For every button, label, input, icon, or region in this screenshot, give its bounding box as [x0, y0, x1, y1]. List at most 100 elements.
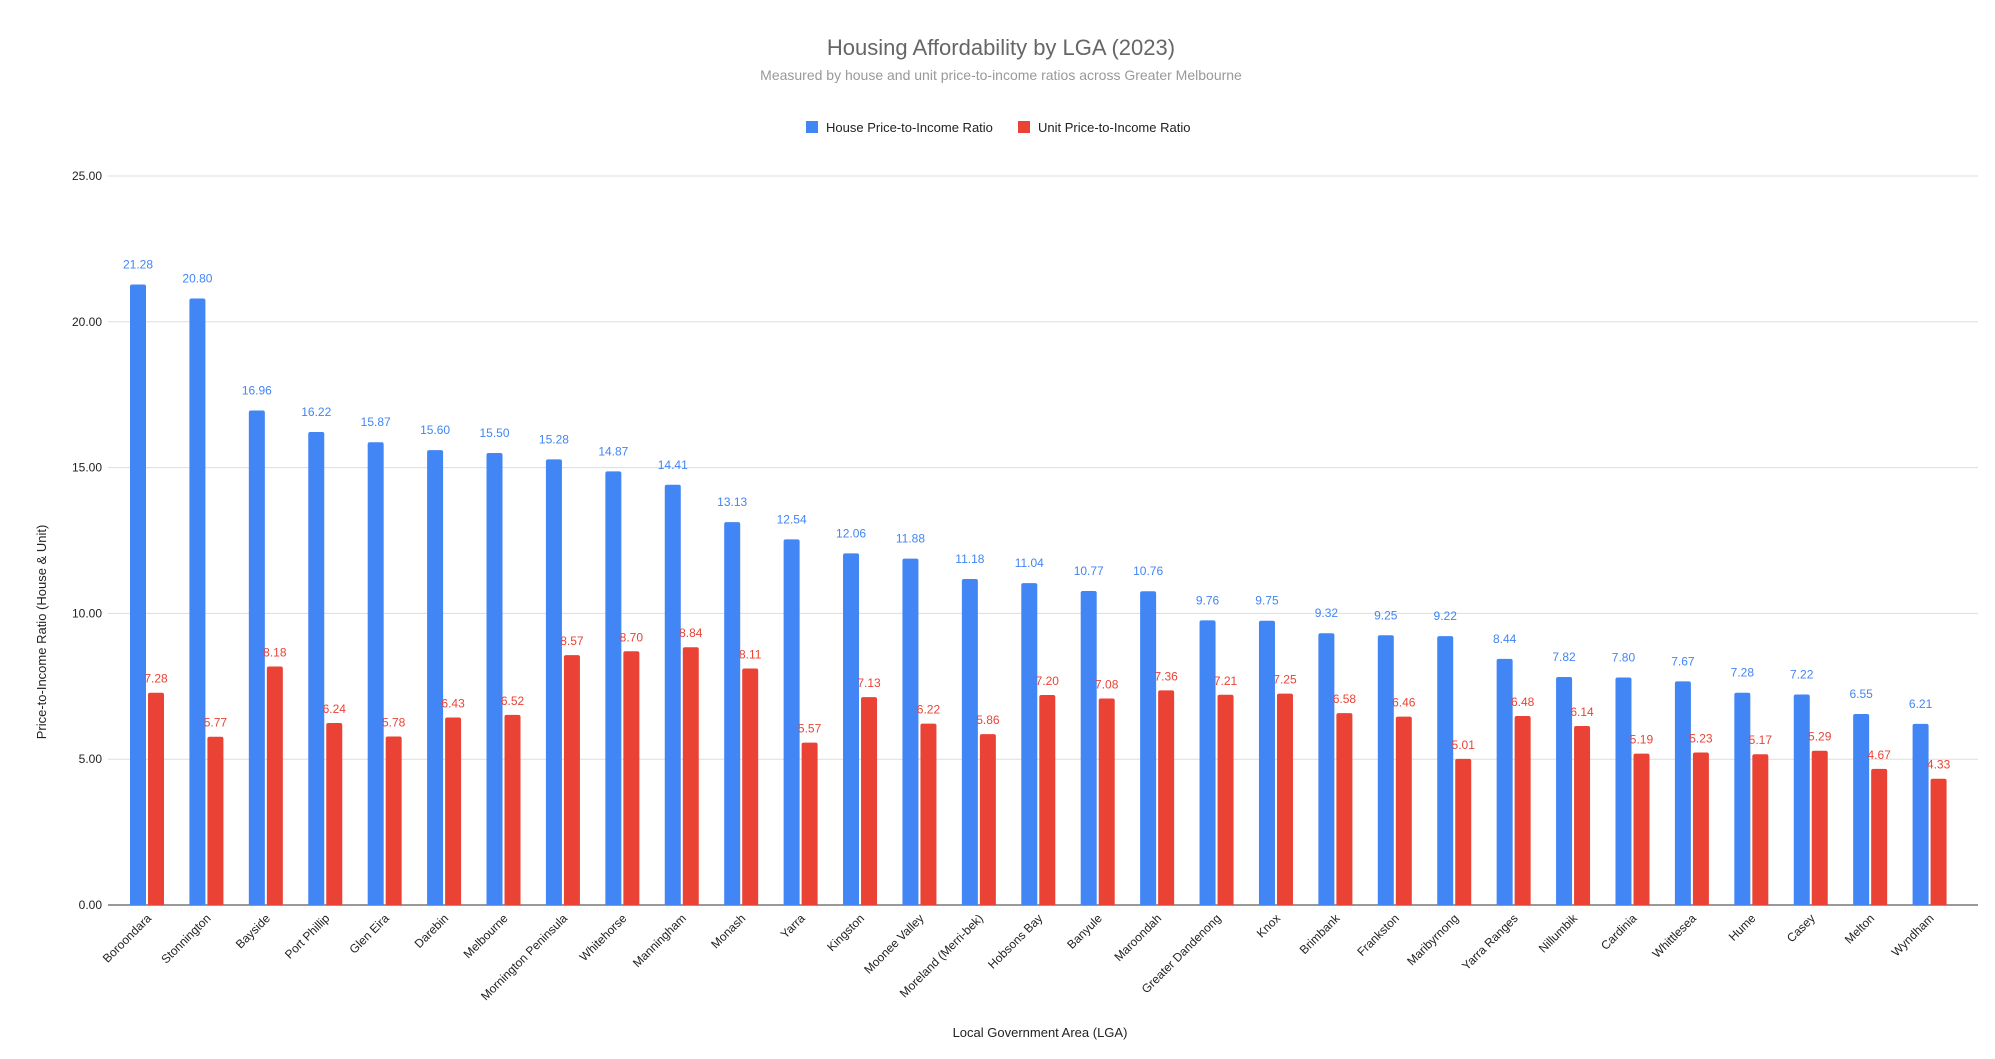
- bar-house: [1199, 620, 1216, 905]
- data-labels: 21.28 7.28 20.80 5.77 16.96 8.18 16.22 6.24 15.8…: [123, 257, 1951, 771]
- bar-unit: [979, 734, 996, 905]
- data-label-house: 6.21: [1909, 697, 1933, 711]
- x-tick-label: Maroondah: [1111, 911, 1164, 964]
- bar-unit: [1930, 778, 1947, 905]
- data-label-house: 10.77: [1074, 564, 1104, 578]
- data-label-unit: 7.28: [144, 672, 168, 686]
- data-label-house: 15.28: [539, 432, 569, 446]
- bar-house: [1021, 583, 1038, 905]
- data-label-unit: 5.01: [1452, 738, 1476, 752]
- bar-house: [1140, 591, 1157, 905]
- legend-swatch-unit: [1018, 121, 1030, 133]
- bar-house: [1318, 633, 1335, 905]
- data-label-house: 9.76: [1196, 593, 1220, 607]
- bar-unit: [1574, 725, 1591, 905]
- bar-house: [248, 410, 265, 905]
- bar-house: [545, 459, 562, 905]
- bar-house: [1080, 590, 1097, 905]
- x-tick-label: Knox: [1254, 911, 1283, 940]
- chart-title: Housing Affordability by LGA (2023): [827, 35, 1175, 60]
- bar-house: [1912, 723, 1929, 905]
- bars: [130, 284, 1947, 905]
- data-label-house: 9.75: [1255, 594, 1279, 608]
- y-tick-label: 10.00: [72, 606, 102, 620]
- y-tick-label: 15.00: [72, 461, 102, 475]
- data-label-unit: 7.21: [1214, 674, 1238, 688]
- bar-house: [1496, 658, 1513, 905]
- data-label-unit: 4.67: [1867, 748, 1891, 762]
- bar-unit: [861, 697, 878, 905]
- x-tick-label: Frankston: [1354, 911, 1402, 959]
- y-tick-label: 0.00: [79, 898, 103, 912]
- bar-unit: [1692, 752, 1709, 905]
- x-tick-label: Casey: [1784, 911, 1818, 945]
- data-label-house: 7.82: [1552, 650, 1576, 664]
- data-label-unit: 4.33: [1927, 758, 1951, 772]
- data-label-house: 8.44: [1493, 632, 1517, 646]
- data-label-unit: 7.36: [1154, 669, 1178, 683]
- data-label-house: 10.76: [1133, 564, 1163, 578]
- y-axis-label: Price-to-Income Ratio (House & Unit): [34, 525, 49, 740]
- data-label-house: 15.87: [361, 415, 391, 429]
- data-label-house: 13.13: [717, 495, 747, 509]
- bar-unit: [504, 714, 521, 905]
- bar-unit: [1811, 750, 1828, 905]
- data-label-unit: 8.70: [620, 630, 644, 644]
- data-label-house: 7.67: [1671, 654, 1695, 668]
- bar-house: [724, 522, 741, 905]
- legend-label-house: House Price-to-Income Ratio: [826, 120, 993, 135]
- data-label-unit: 8.11: [739, 648, 762, 662]
- data-label-unit: 5.86: [976, 713, 1000, 727]
- x-tick-label: Boroondara: [100, 911, 154, 965]
- x-tick-label: Manningham: [630, 911, 689, 970]
- data-label-house: 6.55: [1849, 687, 1873, 701]
- data-label-unit: 7.13: [857, 676, 881, 690]
- bar-unit: [920, 723, 937, 905]
- data-label-house: 16.22: [301, 405, 331, 419]
- bar-unit: [742, 668, 759, 905]
- bar-house: [1258, 620, 1275, 905]
- x-tick-label: Port Phillip: [282, 911, 333, 962]
- x-tick-label: Yarra: [778, 911, 808, 941]
- bar-unit: [682, 647, 699, 905]
- data-label-house: 7.22: [1790, 667, 1814, 681]
- x-tick-label: Yarra Ranges: [1459, 911, 1521, 973]
- data-label-unit: 8.84: [679, 626, 703, 640]
- bar-unit: [385, 736, 402, 905]
- data-label-house: 9.22: [1434, 609, 1458, 623]
- bar-unit: [266, 666, 283, 905]
- x-tick-label: Bayside: [233, 911, 273, 951]
- x-tick-label: Monash: [708, 911, 748, 951]
- bar-unit: [1158, 690, 1175, 905]
- data-label-house: 11.88: [896, 532, 925, 546]
- data-label-house: 11.04: [1015, 556, 1044, 570]
- x-tick-label: Hume: [1726, 911, 1759, 944]
- legend: House Price-to-Income Ratio Unit Price-t…: [806, 120, 1190, 135]
- legend-label-unit: Unit Price-to-Income Ratio: [1038, 120, 1190, 135]
- bar-unit: [207, 736, 224, 905]
- bar-house: [308, 432, 325, 905]
- bar-unit: [1633, 753, 1650, 905]
- y-tick-label: 20.00: [72, 315, 102, 329]
- bar-unit: [1455, 758, 1472, 905]
- x-tick-label: Moonee Valley: [861, 911, 926, 976]
- x-tick-label: Hobsons Bay: [985, 911, 1045, 971]
- bar-house: [1615, 677, 1632, 905]
- data-label-house: 14.87: [598, 444, 628, 458]
- x-tick-label: Nillumbik: [1536, 911, 1581, 956]
- data-label-unit: 6.58: [1333, 692, 1357, 706]
- data-label-unit: 6.14: [1570, 705, 1594, 719]
- bar-house: [1793, 694, 1810, 905]
- data-label-unit: 8.18: [263, 645, 287, 659]
- bar-house: [189, 298, 206, 905]
- data-label-unit: 5.78: [382, 715, 406, 729]
- bar-unit: [1039, 695, 1056, 905]
- bar-unit: [148, 692, 164, 905]
- data-label-unit: 6.24: [323, 702, 347, 716]
- data-label-house: 21.28: [123, 257, 153, 271]
- data-label-unit: 8.57: [560, 634, 584, 648]
- data-label-unit: 5.19: [1630, 733, 1654, 747]
- bar-house: [427, 450, 444, 905]
- bar-house: [664, 484, 681, 905]
